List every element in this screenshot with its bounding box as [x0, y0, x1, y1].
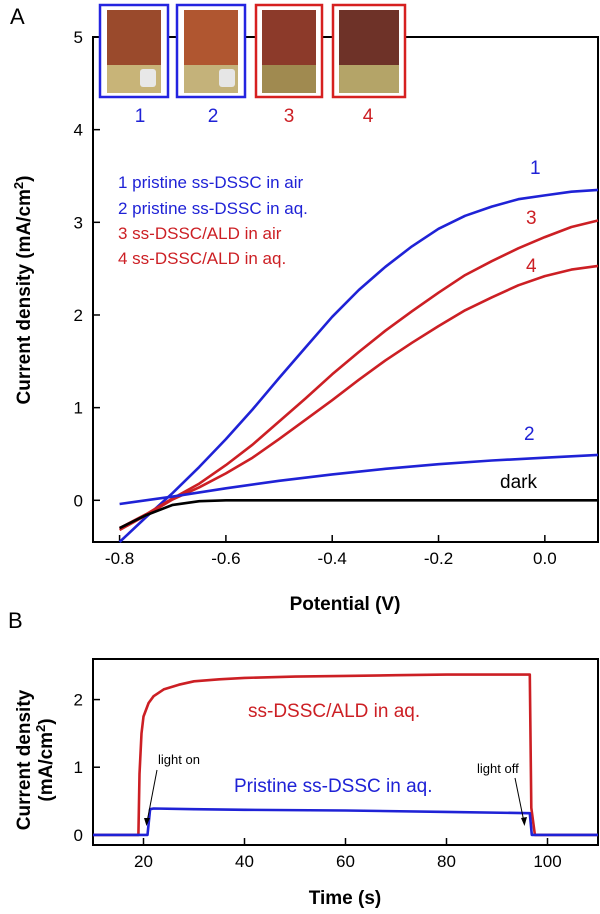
annotation-light-off: light off	[477, 761, 519, 776]
light-on-arrow	[146, 769, 158, 823]
legend-entry-3: 3 ss-DSSC/ALD in air	[118, 224, 282, 243]
curve-label-4: 4	[526, 256, 537, 277]
legend-entry-2: 2 pristine ss-DSSC in aq.	[118, 199, 308, 218]
photo-1-clip	[140, 69, 156, 87]
panel-a-y-tick-label: 1	[74, 399, 83, 418]
panel-b-plot: 20 40 60 80 100 0 1 2	[74, 658, 599, 871]
panel-a-letter: A	[10, 4, 25, 29]
panel-b-y-axis-title-line2: (mA/cm2)	[33, 718, 57, 801]
panel-a-y-axis-title: Current density (mA/cm2)	[11, 176, 35, 405]
panel-a-y-tick-label: 3	[74, 213, 83, 232]
photo-2-label: 2	[208, 106, 219, 127]
panel-b-label-ald: ss-DSSC/ALD in aq.	[248, 701, 420, 722]
annotation-light-on: light on	[158, 752, 200, 767]
panel-a-x-axis-title: Potential (V)	[290, 594, 401, 615]
photo-3-contact	[262, 65, 316, 93]
panel-a-axes: -0.8 -0.6 -0.4 -0.2 0.0 0 1 2 3 4 5	[74, 28, 557, 568]
light-off-arrow	[514, 777, 525, 823]
panel-b-axes: 20 40 60 80 100 0 1 2	[74, 691, 562, 871]
panel-a-y-tick-label: 4	[74, 121, 83, 140]
panel-b-y-tick-label: 2	[74, 691, 83, 710]
photo-3-border	[254, 3, 324, 99]
panel-b-x-tick-label: 80	[437, 852, 456, 871]
photo-4-border	[331, 3, 407, 99]
photo-2-clip	[219, 69, 235, 87]
device-photo-4	[331, 3, 407, 99]
panel-a-x-tick-label: -0.6	[211, 549, 240, 568]
panel-a-series-line	[118, 188, 599, 543]
curve-label-2: 2	[524, 424, 535, 445]
device-photos: 1 2 3 4	[98, 3, 407, 127]
panel-b-letter: B	[8, 608, 23, 633]
panel-b-y-axis-title-line1: Current density	[14, 689, 35, 830]
panel-a-series-line	[119, 453, 599, 506]
panel-a-x-tick-label: 0.0	[533, 549, 557, 568]
photo-3-label: 3	[284, 106, 295, 127]
legend-entry-1: 1 pristine ss-DSSC in air	[118, 173, 304, 192]
photo-1-film	[107, 10, 161, 65]
panel-b-series-line	[93, 807, 598, 837]
photo-4-film	[339, 10, 399, 65]
panel-a-plot: -0.8 -0.6 -0.4 -0.2 0.0 0 1 2 3 4 5	[74, 28, 599, 568]
panel-a-legend: 1 pristine ss-DSSC in air 2 pristine ss-…	[118, 173, 308, 268]
panel-a-y-tick-label: 0	[74, 491, 83, 510]
legend-entry-4: 4 ss-DSSC/ALD in aq.	[118, 249, 286, 268]
light-on-arrowhead	[144, 818, 150, 826]
panel-a-series-line	[118, 219, 599, 530]
panel-a-series-line	[119, 498, 598, 530]
panel-a-x-tick-label: -0.4	[318, 549, 347, 568]
panel-b-x-axis-title: Time (s)	[309, 888, 382, 909]
panel-b-series-line	[93, 673, 598, 837]
photo-2-border	[175, 3, 247, 99]
panel-b-x-tick-label: 100	[533, 852, 561, 871]
photo-4-label: 4	[363, 106, 374, 127]
panel-a-y-tick-label: 2	[74, 306, 83, 325]
photo-1-label: 1	[135, 106, 146, 127]
device-photo-3	[254, 3, 324, 99]
device-photo-1	[98, 3, 170, 99]
panel-a-x-tick-label: -0.8	[105, 549, 134, 568]
panel-a-series	[118, 188, 599, 543]
device-photo-2	[175, 3, 247, 99]
photo-4-contact	[339, 65, 399, 93]
photo-2-film	[184, 10, 238, 65]
panel-b-x-tick-label: 20	[134, 852, 153, 871]
curve-label-3: 3	[526, 208, 537, 229]
panel-b-y-tick-label: 0	[74, 826, 83, 845]
photo-3-film	[262, 10, 316, 65]
panel-b-series	[93, 673, 598, 837]
panel-b-x-tick-label: 60	[336, 852, 355, 871]
panel-a-frame	[92, 36, 599, 543]
panel-b-y-tick-label: 1	[74, 758, 83, 777]
curve-label-1: 1	[530, 158, 541, 179]
panel-b-label-pristine: Pristine ss-DSSC in aq.	[234, 776, 433, 797]
light-off-arrowhead	[521, 817, 527, 826]
photo-1-border	[98, 3, 170, 99]
curve-label-dark: dark	[500, 472, 537, 493]
panel-a-x-tick-label: -0.2	[424, 549, 453, 568]
panel-a-curve-labels: 1 3 4 2 dark	[500, 158, 541, 493]
panel-b-x-tick-label: 40	[235, 852, 254, 871]
panel-a-y-tick-label: 5	[74, 28, 83, 47]
panel-a-series-line	[118, 264, 599, 532]
